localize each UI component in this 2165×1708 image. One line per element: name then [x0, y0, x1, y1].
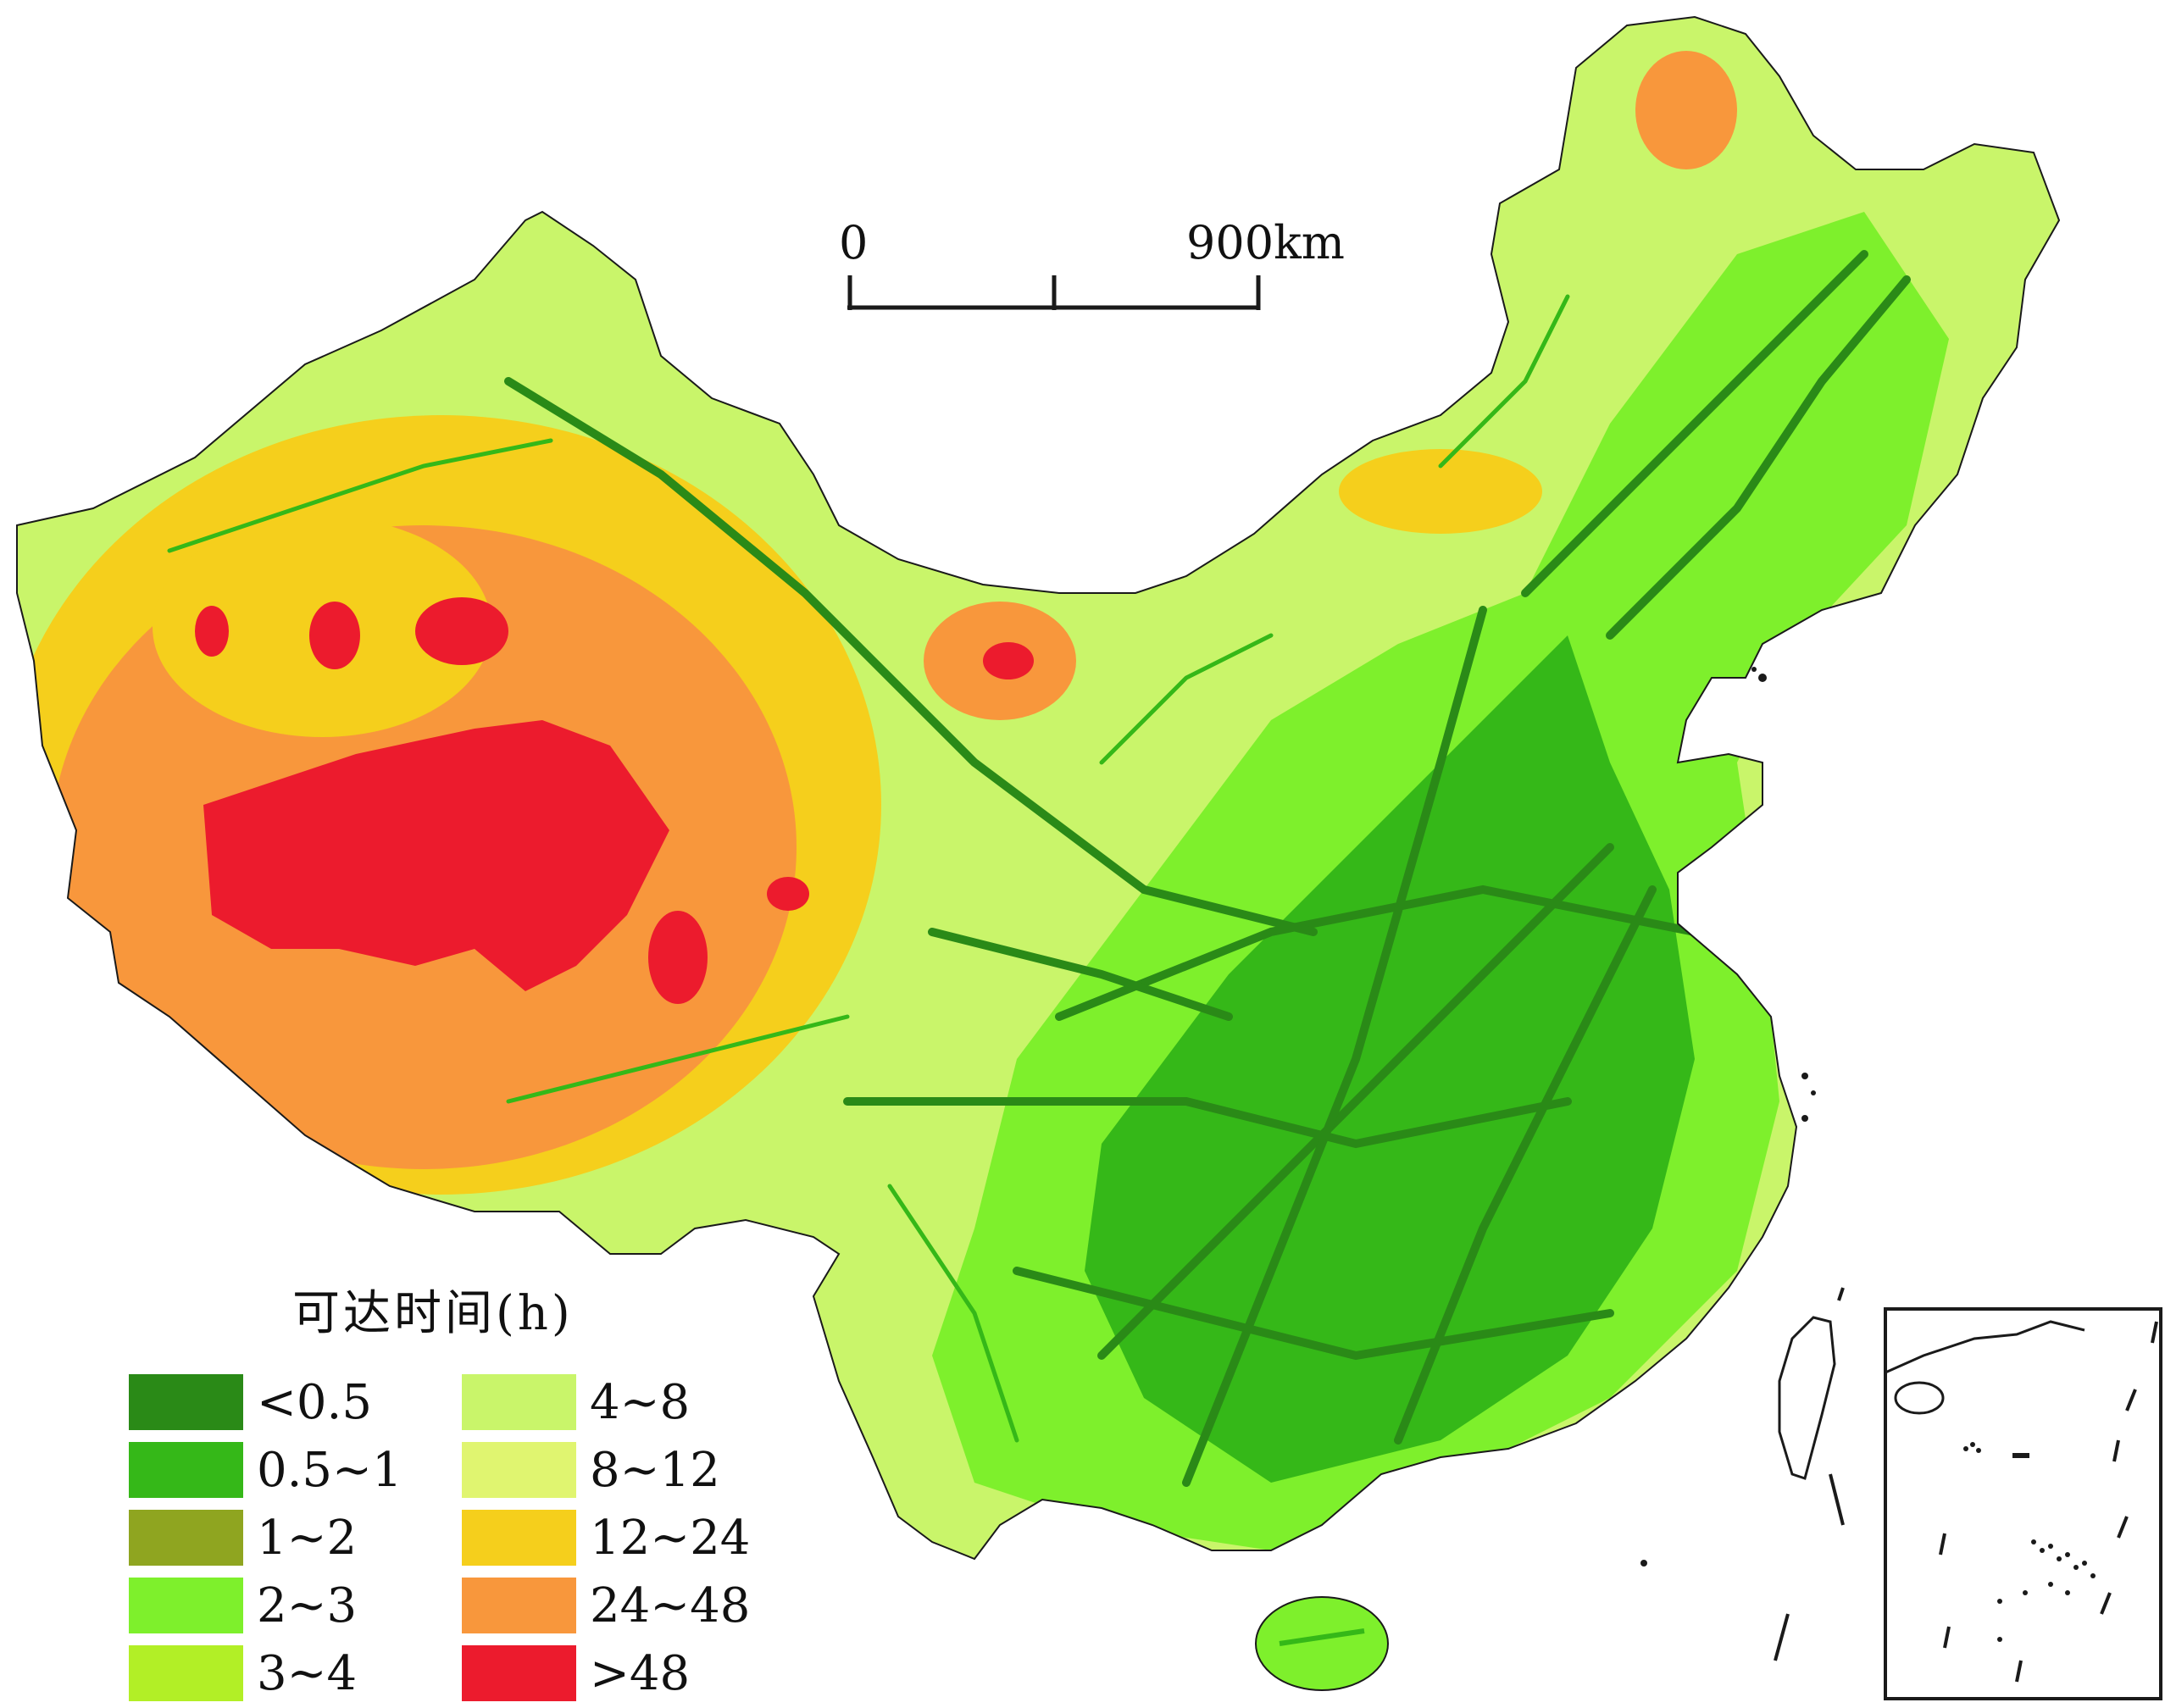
region-over-48h-tibet	[203, 720, 669, 991]
legend-label: 2~3	[257, 1578, 358, 1633]
legend-item: 24~48	[462, 1572, 750, 1639]
legend-column-2: 4~8 8~12 12~24 24~48 >48	[462, 1368, 750, 1707]
legend-item: 0.5~1	[129, 1436, 402, 1504]
legend-item: 8~12	[462, 1436, 750, 1504]
legend-label: 1~2	[257, 1510, 358, 1566]
inset-hainan	[1894, 1381, 1945, 1415]
legend-swatch	[462, 1645, 576, 1701]
region-over-48h-small-6	[195, 606, 229, 657]
legend-title: 可达时间(h)	[292, 1286, 574, 1341]
legend-swatch	[462, 1442, 576, 1498]
legend-item: 1~2	[129, 1504, 402, 1572]
legend-label: 3~4	[257, 1645, 358, 1701]
legend-item: >48	[462, 1639, 750, 1707]
legend-column-1: <0.5 0.5~1 1~2 2~3 3~4	[129, 1368, 402, 1707]
inset-frame	[1884, 1307, 2162, 1700]
road-network	[504, 250, 1911, 1487]
region-over-48h-small-2	[309, 602, 360, 669]
region-over-48h-small-1	[415, 597, 508, 665]
dash-line-fragments	[1774, 1287, 1845, 1661]
south-china-sea-inset	[1884, 1307, 2162, 1700]
legend-item: 12~24	[462, 1504, 750, 1572]
scale-bar-start-label: 0	[839, 216, 868, 269]
legend-swatch	[129, 1645, 243, 1701]
legend-item: 4~8	[462, 1368, 750, 1436]
region-over-48h-small-3	[983, 642, 1034, 679]
region-over-48h-small-4	[648, 911, 708, 1004]
legend-item: 2~3	[129, 1572, 402, 1639]
region-over-48h-small-5	[767, 877, 809, 911]
legend-swatch	[129, 1578, 243, 1633]
inset-islands	[1963, 1442, 2096, 1642]
legend-item: 3~4	[129, 1639, 402, 1707]
legend-swatch	[129, 1442, 243, 1498]
legend-label: >48	[590, 1645, 691, 1701]
scale-bar: 0 900km	[839, 216, 1345, 310]
legend-label: 12~24	[590, 1510, 751, 1566]
region-24-48h-northeast	[1635, 51, 1737, 169]
legend-swatch	[462, 1578, 576, 1633]
taiwan-outline	[1778, 1316, 1836, 1480]
legend-swatch	[129, 1374, 243, 1430]
scale-bar-end-label: 900km	[1186, 216, 1345, 269]
legend-label: 8~12	[590, 1442, 720, 1498]
hainan-road	[1279, 1628, 1365, 1646]
coastal-islands	[1640, 667, 1816, 1567]
legend-swatch	[462, 1374, 576, 1430]
legend-label: <0.5	[257, 1374, 372, 1430]
legend-item: <0.5	[129, 1368, 402, 1436]
hainan-island	[1255, 1596, 1389, 1691]
region-under-0.5h-core	[1085, 635, 1695, 1483]
inset-coastline	[1885, 1320, 2085, 1374]
legend-swatch	[462, 1510, 576, 1566]
legend-label: 24~48	[590, 1578, 751, 1633]
road-network-secondary	[167, 294, 1570, 1443]
china-outline	[16, 15, 2061, 1561]
inset-dash-line	[1939, 1321, 2158, 1683]
legend-label: 0.5~1	[257, 1442, 402, 1498]
region-12-24h-mongolia	[1339, 449, 1542, 534]
legend-swatch	[129, 1510, 243, 1566]
legend-label: 4~8	[590, 1374, 691, 1430]
